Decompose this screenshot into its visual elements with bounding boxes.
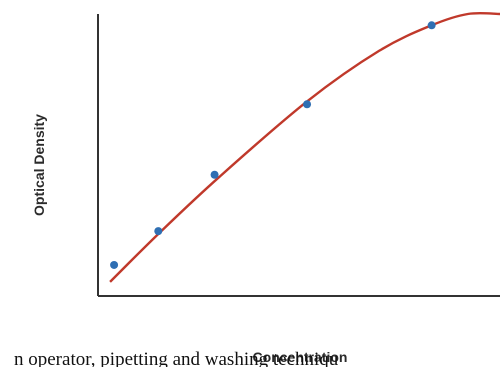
data-point-4 — [303, 100, 312, 109]
y-axis-label: Optical Density — [31, 114, 47, 216]
data-points — [110, 21, 436, 269]
fit-curve — [109, 11, 501, 283]
axes — [97, 14, 500, 297]
data-point-3 — [210, 170, 219, 179]
caption-text: n operator, pipetting and washing techni… — [14, 349, 339, 367]
data-point-1 — [110, 260, 119, 269]
data-point-2 — [154, 227, 163, 236]
data-point-5 — [427, 21, 436, 30]
x-axis-label: Concentration — [253, 349, 348, 365]
